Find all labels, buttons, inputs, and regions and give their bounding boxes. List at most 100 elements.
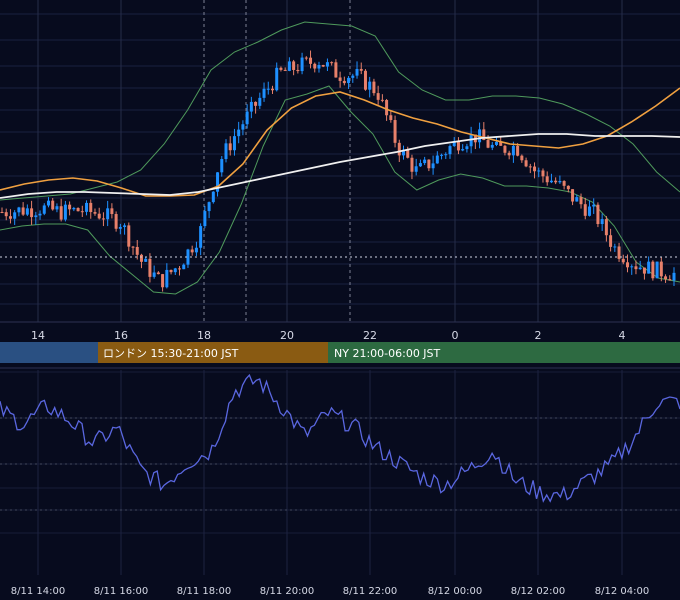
candle-body [562, 181, 566, 186]
candle-body [444, 154, 448, 156]
candle-body [106, 208, 110, 220]
candle-body [524, 160, 528, 167]
candle-body [554, 180, 558, 183]
candle-body [110, 208, 114, 215]
candle-body [659, 261, 663, 277]
candle-body [499, 141, 503, 146]
candle-body [587, 206, 591, 216]
candle-body [372, 81, 376, 94]
session-ny [328, 342, 680, 363]
candle-body [135, 246, 139, 255]
candle-body [199, 226, 203, 248]
candle-body [292, 61, 296, 70]
candle-body [131, 246, 135, 248]
candle-body [604, 219, 608, 236]
candle-body [34, 215, 38, 218]
candle-body [537, 170, 541, 172]
candle-body [165, 269, 169, 288]
ma-white [0, 133, 680, 199]
candle-body [583, 204, 587, 216]
candle-body [300, 57, 304, 72]
candle-body [144, 258, 148, 262]
candle-body [541, 170, 545, 177]
candle-body [156, 272, 160, 275]
candle-body [237, 129, 241, 137]
candle-body [51, 200, 55, 210]
candle-body [317, 65, 321, 69]
candle-body [152, 272, 156, 277]
x-tick-label: 22 [363, 329, 377, 342]
session-london [98, 342, 328, 363]
candle-body [63, 204, 67, 220]
candle-body [283, 69, 287, 71]
candle-body [410, 157, 414, 172]
candle-body [334, 62, 338, 78]
candle-body [571, 189, 575, 202]
candle-body [224, 143, 228, 160]
candle-body [190, 249, 194, 253]
bottom-axis-ticks: 8/11 14:00 8/11 16:00 8/11 18:00 8/11 20:00… [11, 586, 649, 597]
candle-body [38, 213, 42, 216]
candle-body [275, 67, 279, 91]
candle-body [76, 207, 80, 212]
candle-body [207, 202, 211, 212]
candle-body [393, 120, 397, 143]
x-tick-label: 20 [280, 329, 294, 342]
candle-body [85, 202, 89, 212]
candle-body [549, 180, 553, 183]
x-tick-label: 16 [114, 329, 128, 342]
candle-body [465, 146, 469, 150]
candle-body [68, 204, 72, 210]
ma-orange [0, 87, 680, 197]
x-tick-label: 2 [535, 329, 542, 342]
candle-body [520, 155, 524, 161]
candle-body [461, 149, 465, 151]
session-oceania [0, 342, 98, 363]
main-grid [0, 0, 680, 323]
candle-body [169, 269, 173, 273]
candle-body [21, 207, 25, 215]
candle-body [296, 69, 300, 72]
candle-body [406, 149, 410, 158]
candle-body [431, 163, 435, 169]
candle-body [359, 68, 363, 71]
candle-body [287, 61, 291, 71]
candle-body [423, 159, 427, 164]
candle-body [668, 279, 672, 281]
candle-body [503, 145, 507, 153]
candle-body [456, 141, 460, 151]
candle-body [342, 80, 346, 84]
candle-body [17, 207, 21, 213]
candle-body [655, 261, 659, 279]
candle-body [634, 266, 638, 270]
candle-body [347, 77, 351, 84]
candle-body [118, 227, 122, 229]
candle-body [182, 264, 186, 270]
candle-body [127, 225, 131, 247]
x-tick-label: 4 [619, 329, 626, 342]
bottom-tick-label: 8/11 18:00 [177, 586, 231, 597]
x-tick-label: 0 [452, 329, 459, 342]
oscillator-line [0, 373, 680, 503]
candle-body [338, 77, 342, 81]
candle-body [114, 214, 118, 229]
candle-body [533, 166, 537, 172]
candle-body [397, 142, 401, 156]
session-ny-label: NY 21:00-06:00 JST [334, 347, 441, 360]
candle-body [427, 159, 431, 169]
candle-body [642, 267, 646, 274]
candle-body [330, 62, 334, 64]
candle-body [638, 267, 642, 270]
candlesticks [0, 50, 676, 292]
candle-body [558, 181, 562, 183]
candle-body [232, 136, 236, 151]
candle-body [258, 97, 262, 106]
candle-body [93, 212, 97, 214]
candle-body [402, 149, 406, 156]
candle-body [241, 124, 245, 130]
candle-body [13, 212, 17, 219]
candle-body [440, 154, 444, 156]
candle-body [161, 274, 165, 288]
